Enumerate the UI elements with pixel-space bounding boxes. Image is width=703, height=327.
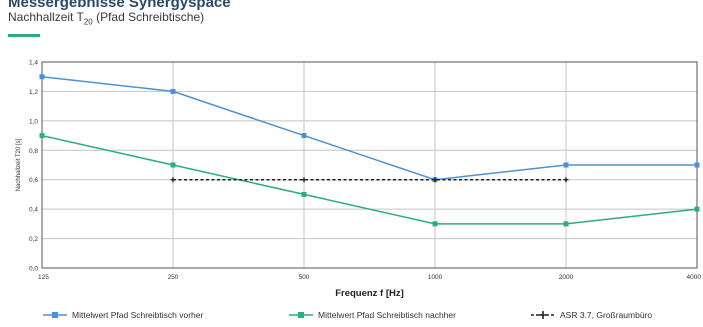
data-point-before <box>39 74 45 80</box>
legend-item-after: Mittelwert Pfad Schreibtisch nachher <box>288 306 456 324</box>
legend-label-before: Mittelwert Pfad Schreibtisch vorher <box>72 310 204 320</box>
y-tick-label: 1,2 <box>29 89 38 96</box>
data-point-before <box>170 88 176 94</box>
data-point-reference <box>432 177 438 183</box>
data-point-reference <box>301 177 307 183</box>
legend-item-reference: ASR 3.7, Großraumbüro <box>530 306 652 324</box>
data-point-before <box>301 133 307 139</box>
data-point-after <box>39 133 45 139</box>
x-tick-label: 1000 <box>428 274 443 281</box>
subtitle-rest: (Pfad Schreibtische) <box>92 10 205 24</box>
legend-swatch-after <box>289 312 313 318</box>
series-markers <box>39 74 700 227</box>
data-point-before <box>694 162 700 168</box>
chart-subtitle: Nachhallzeit T20 (Pfad Schreibtische) <box>8 10 204 26</box>
y-tick-label: 0,4 <box>29 207 38 214</box>
data-point-after <box>432 221 438 227</box>
legend-item-before: Mittelwert Pfad Schreibtisch vorher <box>42 306 203 324</box>
legend-label-reference: ASR 3.7, Großraumbüro <box>560 310 653 320</box>
reverberation-chart: 0,0 0,2 0,4 0,6 0,8 1,0 1,2 1,4 125 250 500 1000 200… <box>16 60 701 300</box>
x-tick-label: 500 <box>299 274 310 281</box>
y-tick-label: 0,0 <box>29 266 38 273</box>
series-line-before <box>41 75 697 181</box>
subtitle-subscript: 20 <box>83 17 93 27</box>
x-tick-label: 125 <box>38 274 49 281</box>
x-axis-title: Frequenz f [Hz] <box>335 288 404 299</box>
y-tick-label: 1,0 <box>29 118 38 125</box>
y-tick-label: 0,8 <box>29 148 38 155</box>
y-tick-label: 1,4 <box>29 60 38 67</box>
x-tick-label: 2000 <box>559 274 574 281</box>
data-point-reference <box>170 177 176 183</box>
data-point-after <box>170 162 176 168</box>
y-tick-label: 0,2 <box>29 236 38 243</box>
data-point-reference <box>563 177 569 183</box>
data-point-before <box>563 162 569 168</box>
page-title: Messergebnisse Synergyspace <box>8 0 231 11</box>
x-tick-label: 4000 <box>687 274 702 281</box>
series-lines <box>41 75 698 225</box>
legend-label-after: Mittelwert Pfad Schreibtisch nachher <box>318 310 456 320</box>
legend: Mittelwert Pfad Schreibtisch vorher Mitt… <box>42 306 702 324</box>
y-tick-label: 0,6 <box>29 177 38 184</box>
y-axis-title: Nachhallzeit T20 [s] <box>16 138 22 191</box>
data-point-after <box>301 191 307 197</box>
accent-bar <box>8 34 40 37</box>
data-point-after <box>563 221 569 227</box>
axis-labels: 0,0 0,2 0,4 0,6 0,8 1,0 1,2 1,4 125 250 500 1000 200… <box>16 60 701 300</box>
subtitle-main: Nachhallzeit T <box>8 10 84 24</box>
series-line-after <box>41 134 698 225</box>
legend-swatch-before <box>43 312 67 318</box>
x-tick-label: 250 <box>168 274 179 281</box>
legend-swatch-reference <box>531 311 555 319</box>
data-point-after <box>694 206 700 212</box>
